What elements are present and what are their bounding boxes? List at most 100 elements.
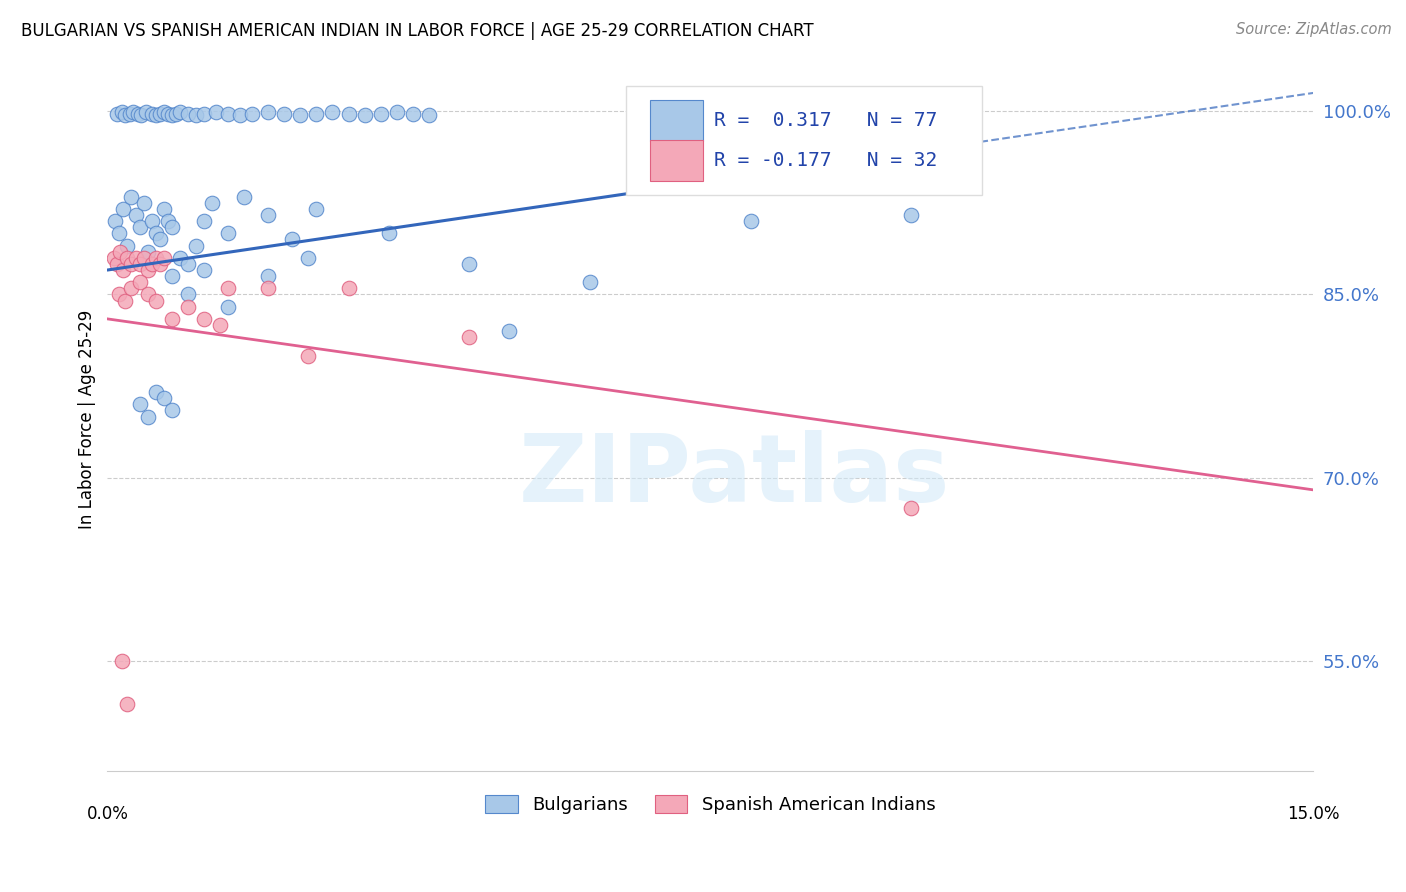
Point [177, 287, 200, 301]
Point [578, 275, 600, 289]
Point [129, 108, 152, 122]
Point [160, 403, 183, 417]
Point [160, 108, 183, 122]
Point [128, 257, 150, 271]
Point [321, 105, 343, 120]
Point [233, 190, 256, 204]
Point [305, 106, 328, 120]
Point [136, 409, 159, 424]
Point [152, 391, 174, 405]
Point [132, 195, 155, 210]
Y-axis label: In Labor Force | Age 25-29: In Labor Force | Age 25-29 [79, 310, 96, 529]
Point [145, 227, 167, 241]
Point [145, 251, 167, 265]
Point [257, 105, 280, 120]
Point [118, 106, 141, 120]
FancyBboxPatch shape [650, 100, 703, 141]
Point [136, 263, 159, 277]
Point [149, 232, 172, 246]
Point [305, 202, 328, 216]
Point [136, 244, 159, 259]
Point [184, 108, 207, 122]
Point [108, 227, 131, 241]
Point [201, 195, 224, 210]
Point [141, 214, 163, 228]
Point [177, 300, 200, 314]
Point [193, 106, 215, 120]
Point [290, 108, 312, 122]
Point [117, 251, 139, 265]
Point [297, 349, 319, 363]
Point [184, 238, 207, 252]
Point [217, 300, 239, 314]
Point [121, 257, 143, 271]
Point [117, 238, 139, 252]
Point [229, 108, 252, 122]
Point [402, 106, 425, 120]
Legend: Bulgarians, Spanish American Indians: Bulgarians, Spanish American Indians [478, 788, 943, 822]
Point [128, 220, 150, 235]
Point [124, 251, 146, 265]
Point [156, 214, 179, 228]
Text: ZIPatlas: ZIPatlas [519, 430, 950, 522]
Point [370, 106, 392, 120]
Point [117, 697, 139, 711]
Point [418, 108, 440, 122]
Point [127, 106, 149, 120]
Point [193, 214, 215, 228]
Point [108, 287, 131, 301]
Point [149, 257, 172, 271]
Point [160, 220, 183, 235]
FancyBboxPatch shape [626, 86, 981, 195]
Point [152, 105, 174, 120]
Point [498, 324, 520, 338]
Point [111, 654, 134, 668]
Point [105, 106, 128, 120]
Point [165, 106, 187, 120]
Point [145, 385, 167, 400]
Point [124, 208, 146, 222]
Point [104, 214, 127, 228]
Point [900, 501, 922, 516]
Point [114, 108, 136, 122]
Point [217, 281, 239, 295]
Point [205, 105, 228, 120]
Text: Source: ZipAtlas.com: Source: ZipAtlas.com [1236, 22, 1392, 37]
Point [103, 251, 125, 265]
Point [900, 208, 922, 222]
Point [141, 257, 163, 271]
Point [273, 106, 295, 120]
Point [377, 227, 399, 241]
Point [385, 105, 408, 120]
Point [257, 269, 280, 284]
Point [160, 269, 183, 284]
Point [177, 106, 200, 120]
Point [458, 330, 481, 344]
Point [105, 257, 128, 271]
Point [136, 287, 159, 301]
Point [110, 244, 132, 259]
Point [145, 108, 167, 122]
Point [353, 108, 375, 122]
Point [193, 263, 215, 277]
Point [111, 105, 134, 120]
Point [257, 281, 280, 295]
Point [121, 190, 143, 204]
Point [122, 105, 145, 120]
Text: BULGARIAN VS SPANISH AMERICAN INDIAN IN LABOR FORCE | AGE 25-29 CORRELATION CHAR: BULGARIAN VS SPANISH AMERICAN INDIAN IN … [21, 22, 814, 40]
Point [169, 105, 191, 120]
Point [458, 257, 481, 271]
Point [132, 251, 155, 265]
Point [114, 293, 136, 308]
Point [169, 251, 191, 265]
Point [112, 202, 135, 216]
Point [217, 106, 239, 120]
Point [208, 318, 231, 332]
Point [337, 281, 360, 295]
Point [337, 106, 360, 120]
Point [135, 105, 157, 120]
Point [149, 106, 172, 120]
FancyBboxPatch shape [650, 140, 703, 181]
Point [193, 311, 215, 326]
Text: 0.0%: 0.0% [86, 805, 128, 823]
